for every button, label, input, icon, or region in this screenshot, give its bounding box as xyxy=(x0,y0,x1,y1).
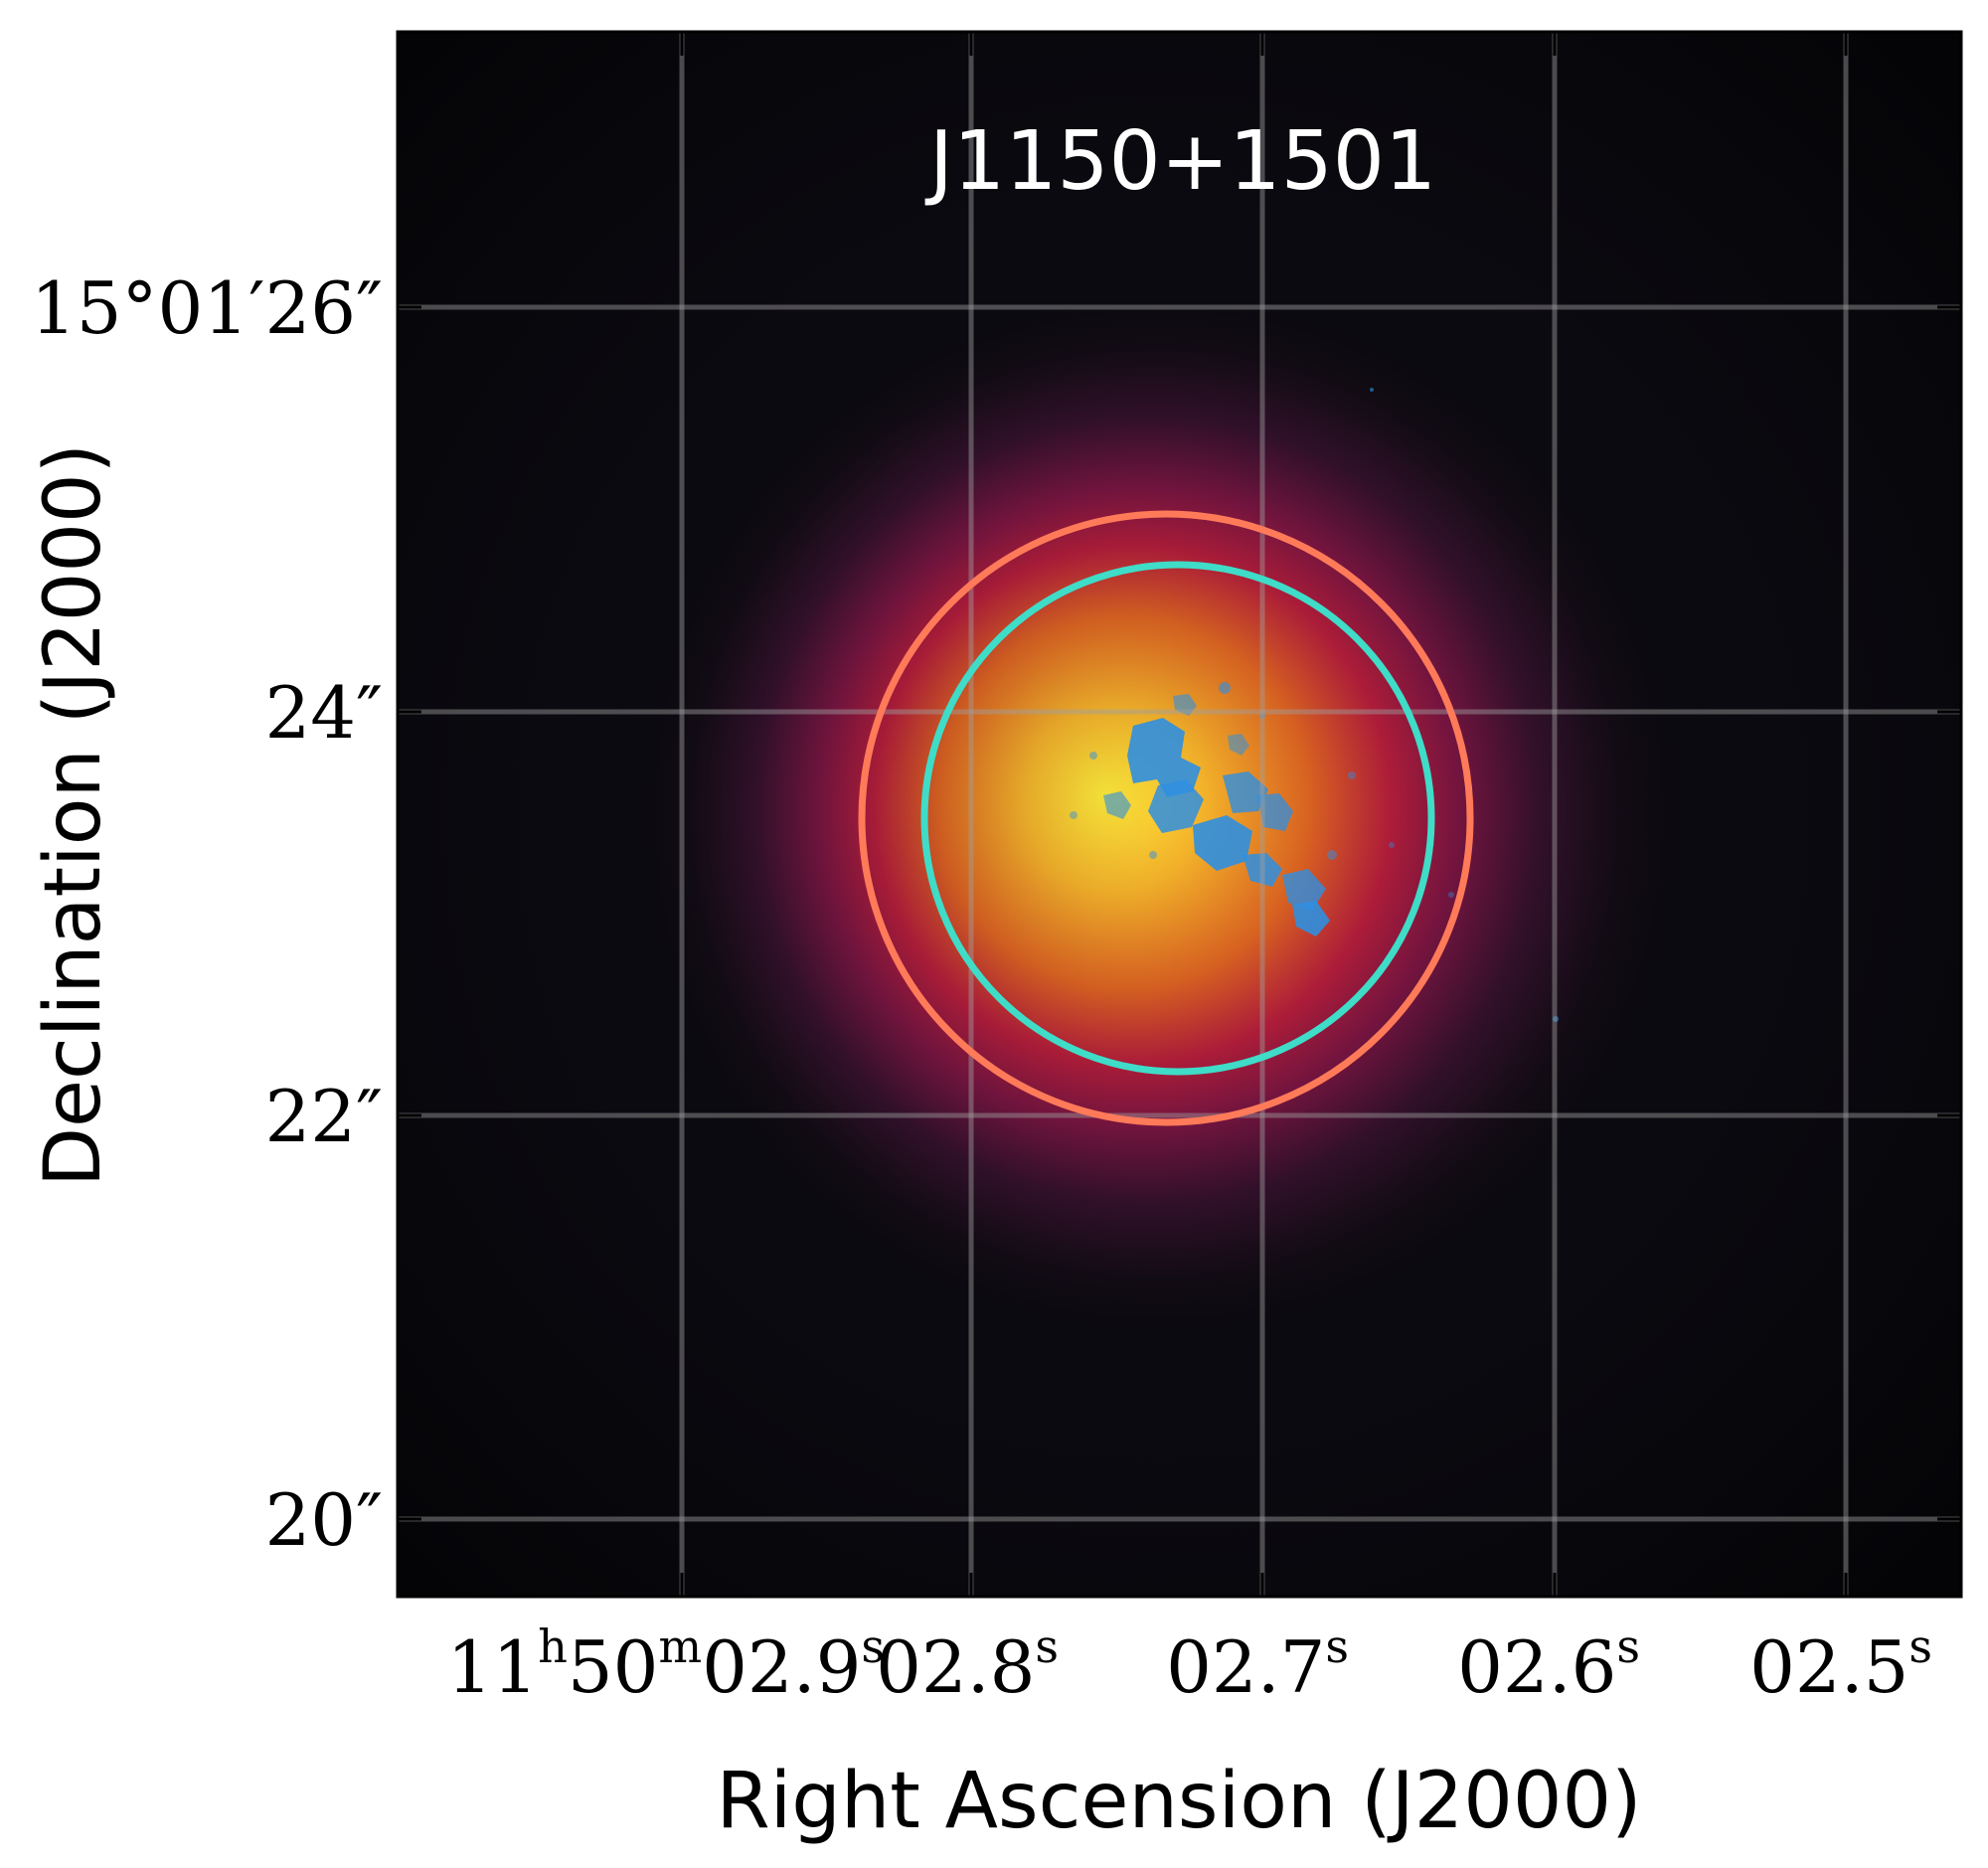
emission-dot xyxy=(1348,771,1356,779)
emission-clump xyxy=(1282,869,1326,911)
emission-dot xyxy=(1089,752,1097,760)
emission-dot xyxy=(1327,850,1337,860)
emission-dot xyxy=(1553,1016,1559,1022)
x-axis-title: Right Ascension (J2000) xyxy=(716,1757,1641,1846)
emission-dot xyxy=(1070,811,1077,819)
emission-dot xyxy=(1149,851,1157,859)
emission-clump xyxy=(1228,734,1249,756)
plot-area: J1150+1501 xyxy=(398,32,1961,1597)
y-tick-label: 22″ xyxy=(264,1075,383,1158)
emission-clump xyxy=(1103,791,1131,819)
emission-clump xyxy=(1173,694,1197,716)
x-tick-label: 02.6s xyxy=(1457,1619,1640,1709)
emission-dot xyxy=(1448,892,1454,898)
x-tick-label: 02.7s xyxy=(1166,1619,1349,1709)
plot-frame xyxy=(396,30,1963,1599)
y-tick-label: 24″ xyxy=(264,671,383,755)
emission-clump xyxy=(1127,718,1201,797)
plot-title: J1150+1501 xyxy=(924,114,1436,209)
axis-ticks xyxy=(398,32,1961,1597)
emission-dot xyxy=(1219,682,1231,694)
x-tick-label: 02.8s xyxy=(876,1619,1059,1709)
y-tick-label: 20″ xyxy=(264,1478,383,1562)
emission-clump xyxy=(1223,771,1268,813)
inner-aperture-ring xyxy=(920,561,1435,1076)
emission-dot xyxy=(1370,388,1374,392)
blue-emission-clumps xyxy=(1070,388,1559,1022)
y-tick-labels: 15°01′26″ 24″ 22″ 20″ xyxy=(31,266,383,1562)
x-tick-label: 11h50m02.9s xyxy=(447,1619,885,1709)
emission-clump xyxy=(1148,779,1204,833)
emission-dot xyxy=(1389,842,1395,848)
x-tick-label: 02.5s xyxy=(1749,1619,1932,1709)
emission-clump xyxy=(1193,815,1252,871)
outer-aperture-ring xyxy=(858,510,1474,1126)
y-tick-label: 15°01′26″ xyxy=(31,266,383,350)
y-axis-title: Declination (J2000) xyxy=(29,443,118,1187)
emission-clump xyxy=(1257,793,1293,831)
coordinate-grid xyxy=(398,32,1961,1597)
emission-clump xyxy=(1292,901,1330,936)
emission-clump xyxy=(1242,853,1282,887)
emission-dot xyxy=(1259,713,1265,719)
